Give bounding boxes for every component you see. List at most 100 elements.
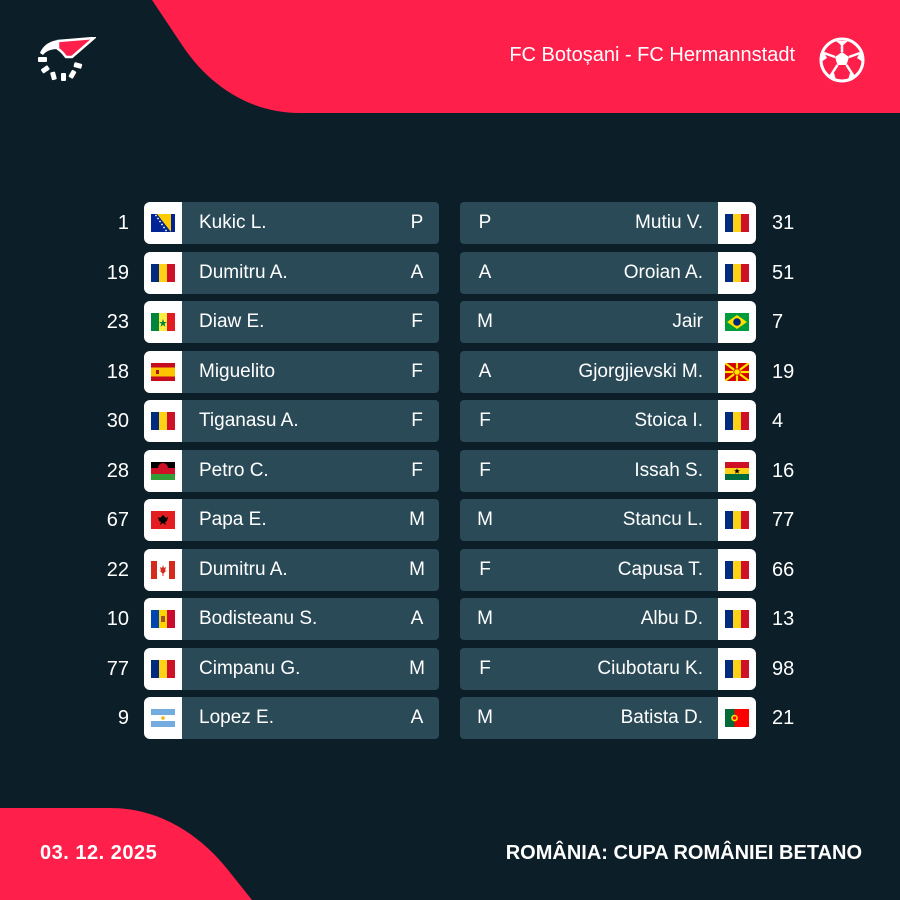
player-bar	[182, 647, 439, 690]
rou-flag-icon	[725, 610, 749, 628]
player-bar	[460, 202, 718, 244]
rou-flag-icon	[725, 412, 749, 430]
flag-box	[718, 548, 756, 591]
player-number: 31	[772, 212, 795, 234]
player-bar	[460, 647, 718, 690]
home-player-row[interactable]: 23 Diaw E. F	[0, 301, 900, 343]
away-player-row[interactable]: 4 Stoica I. F	[0, 400, 900, 442]
mwi-flag-icon	[151, 461, 175, 480]
player-number: 30	[106, 410, 129, 432]
player-bar	[182, 301, 439, 343]
player-position: A	[478, 360, 492, 382]
player-number: 19	[106, 261, 129, 284]
flag-box	[144, 697, 182, 739]
home-player-row[interactable]: 1 Kukic L. P	[0, 202, 900, 244]
flag-box	[718, 350, 756, 393]
match-title: FC Botoșani - FC Hermannstadt	[509, 44, 795, 66]
player-bar	[182, 598, 439, 640]
flag-box	[718, 251, 756, 294]
home-player-row[interactable]: 77 Cimpanu G. M	[0, 647, 900, 690]
player-name: Jair	[672, 311, 703, 332]
home-player-row[interactable]: 19 Dumitru A. A	[0, 251, 900, 294]
home-player-row[interactable]: 28 Petro C. F	[0, 449, 900, 492]
away-player-row[interactable]: 77 Stancu L. M	[0, 499, 900, 541]
player-number: 16	[772, 459, 795, 482]
player-position: F	[479, 657, 491, 679]
away-player-row[interactable]: 7 Jair M	[0, 301, 900, 343]
player-position: F	[411, 459, 423, 481]
player-bar	[460, 251, 718, 294]
home-player-row[interactable]: 22 Dumitru A. M	[0, 548, 900, 591]
home-player-row[interactable]: 30 Tiganasu A. F	[0, 400, 900, 442]
away-player-row[interactable]: 98 Ciubotaru K. F	[0, 647, 900, 690]
player-name: Lopez E.	[199, 707, 274, 728]
player-name: Miguelito	[199, 360, 276, 382]
player-bar	[182, 400, 439, 442]
player-position: M	[477, 509, 493, 530]
away-player-row[interactable]: 13 Albu D. M	[0, 598, 900, 640]
alb-flag-icon	[151, 511, 175, 529]
player-name: Diaw E.	[199, 311, 265, 332]
bra-flag-icon	[725, 313, 749, 331]
flag-box	[718, 647, 756, 690]
away-player-row[interactable]: 51 Oroian A. A	[0, 251, 900, 294]
player-position: F	[479, 558, 491, 580]
bih-flag-icon	[151, 214, 175, 232]
por-flag-icon	[725, 709, 749, 727]
player-name: Bodisteanu S.	[199, 608, 318, 629]
player-bar	[182, 350, 439, 393]
flag-box	[718, 449, 756, 492]
away-player-row[interactable]: 19 Gjorgjievski M. A	[0, 350, 900, 393]
can-flag-icon	[151, 560, 175, 579]
away-player-row[interactable]: 31 Mutiu V. P	[0, 202, 900, 244]
player-bar	[460, 301, 718, 343]
player-position: P	[478, 212, 492, 233]
match-date: 03. 12. 2025	[40, 842, 158, 864]
player-bar	[460, 548, 718, 591]
player-name: Papa E.	[199, 509, 267, 530]
away-player-row[interactable]: 21 Batista D. M	[0, 697, 900, 739]
player-number: 10	[106, 608, 129, 630]
flag-box	[718, 400, 756, 442]
player-position: M	[477, 707, 493, 728]
player-name: Dumitru A.	[199, 558, 288, 580]
home-player-row[interactable]: 18 Miguelito F	[0, 350, 900, 393]
home-player-row[interactable]: 9 Lopez E. A	[0, 697, 900, 739]
player-number: 28	[106, 459, 129, 482]
flag-box	[144, 202, 182, 244]
away-player-row[interactable]: 66 Capusa T. F	[0, 548, 900, 591]
flag-box	[144, 251, 182, 294]
player-number: 22	[106, 558, 129, 581]
player-number: 77	[106, 657, 129, 680]
mda-flag-icon	[151, 610, 175, 628]
away-player-row[interactable]: 16 Issah S. F	[0, 449, 900, 492]
player-number: 7	[772, 311, 784, 333]
rou-flag-icon	[725, 511, 749, 529]
player-position: F	[479, 410, 491, 431]
flag-box	[144, 647, 182, 690]
rou-flag-icon	[151, 412, 175, 430]
flag-box	[144, 499, 182, 541]
player-bar	[460, 499, 718, 541]
flag-box	[144, 598, 182, 640]
flag-box	[718, 598, 756, 640]
flag-box	[718, 202, 756, 244]
player-number: 77	[772, 509, 795, 531]
flag-box	[718, 301, 756, 343]
player-number: 1	[117, 212, 129, 234]
player-bar	[182, 202, 439, 244]
player-position: A	[410, 608, 424, 629]
player-position: F	[411, 360, 423, 382]
football-icon	[819, 37, 865, 83]
player-name: Albu D.	[640, 608, 703, 629]
home-player-row[interactable]: 10 Bodisteanu S. A	[0, 598, 900, 640]
player-position: P	[410, 212, 424, 233]
rou-flag-icon	[725, 263, 749, 282]
player-bar	[460, 697, 718, 739]
home-player-row[interactable]: 67 Papa E. M	[0, 499, 900, 541]
flashscore-logo-icon	[38, 37, 96, 81]
player-position: F	[479, 459, 491, 481]
player-position: M	[477, 311, 493, 332]
player-number: 9	[117, 707, 129, 729]
